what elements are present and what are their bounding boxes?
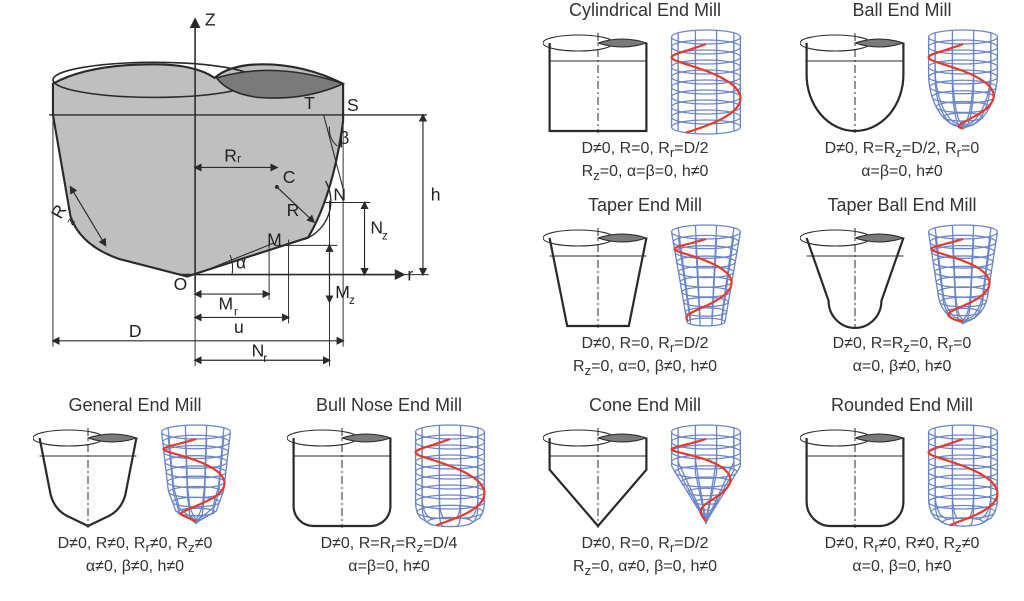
mill-figures — [10, 420, 260, 530]
label-S: S — [347, 95, 359, 115]
label-Z: Z — [205, 9, 216, 29]
mill-taper: Taper End Mill D≠0, R=0, Rr=D/2Rz=0, α=0,… — [520, 195, 770, 380]
mill-title: Ball End Mill — [780, 0, 1024, 21]
label-Mz: M — [335, 282, 350, 302]
mill-params: D≠0, R=Rz=D/2, Rr=0α=β=0, h≠0 — [780, 139, 1024, 182]
label-D: D — [129, 321, 142, 341]
main-parametric-diagram: Z r O T S C Rᵣ R N M α β R z — [6, 0, 466, 370]
label-N: N — [333, 185, 346, 205]
label-C: C — [283, 167, 296, 187]
label-beta: β — [339, 128, 349, 148]
label-Nr-sub: r — [263, 352, 267, 365]
param-line-2: α=0, β≠0, h≠0 — [780, 357, 1024, 377]
mill-ball: Ball End Mill D≠0, R=Rz=D/2, Rr=0α=β=0, h… — [780, 0, 1024, 182]
param-line-1: D≠0, R=Rr=Rz=D/4 — [264, 534, 514, 557]
param-line-1: D≠0, R=Rz=D/2, Rr=0 — [780, 139, 1024, 162]
mill-params: D≠0, Rr≠0, R≠0, Rz≠0α=0, β=0, h≠0 — [780, 534, 1024, 577]
param-line-1: D≠0, R=0, Rr=D/2 — [520, 334, 770, 357]
param-line-2: α≠0, β≠0, h≠0 — [10, 557, 260, 577]
mill-cylindrical: Cylindrical End Mill D≠0, R=0, Rr=D/2Rz=0… — [520, 0, 770, 185]
param-line-1: D≠0, R=0, Rr=D/2 — [520, 534, 770, 557]
mill-rounded: Rounded End Mill D≠0, Rr≠0, R≠0, Rz≠0α=0,… — [780, 395, 1024, 577]
mill-title: Cylindrical End Mill — [520, 0, 770, 21]
mill-figures — [520, 25, 770, 135]
label-Rr: Rᵣ — [224, 146, 241, 166]
param-line-1: D≠0, Rr≠0, R≠0, Rz≠0 — [780, 534, 1024, 557]
param-line-1: D≠0, R=0, Rr=D/2 — [520, 139, 770, 162]
label-Nz-sub: z — [382, 230, 388, 243]
mill-title: Taper End Mill — [520, 195, 770, 216]
diagram-root: Z r O T S C Rᵣ R N M α β R z — [0, 0, 1024, 601]
mill-params: D≠0, R≠0, Rr≠0, Rz≠0α≠0, β≠0, h≠0 — [10, 534, 260, 577]
param-line-1: D≠0, R=Rz=0, Rr=0 — [780, 334, 1024, 357]
mill-title: Taper Ball End Mill — [780, 195, 1024, 216]
mill-cone: Cone End Mill D≠0, R=0, Rr=D/2Rz=0, α≠0, … — [520, 395, 770, 580]
label-O: O — [174, 274, 188, 294]
mill-figures — [520, 420, 770, 530]
label-Mz-sub: z — [349, 294, 355, 307]
mill-figures — [520, 220, 770, 330]
param-line-1: D≠0, R≠0, Rr≠0, Rz≠0 — [10, 534, 260, 557]
mill-title: General End Mill — [10, 395, 260, 416]
param-line-2: α=β=0, h≠0 — [264, 557, 514, 577]
label-Mr: M — [218, 294, 233, 314]
mill-params: D≠0, R=Rr=Rz=D/4α=β=0, h≠0 — [264, 534, 514, 577]
mill-taperball: Taper Ball End Mill D≠0, R=Rz=0, Rr=0α=0,… — [780, 195, 1024, 377]
label-R: R — [287, 200, 300, 220]
mill-title: Rounded End Mill — [780, 395, 1024, 416]
mill-title: Cone End Mill — [520, 395, 770, 416]
mill-general: General End Mill D≠0, R≠0, Rr≠0, Rz≠0α≠0,… — [10, 395, 260, 577]
mill-figures — [780, 220, 1024, 330]
mill-params: D≠0, R=Rz=0, Rr=0α=0, β≠0, h≠0 — [780, 334, 1024, 377]
label-h: h — [431, 185, 441, 205]
mill-title: Bull Nose End Mill — [264, 395, 514, 416]
mill-params: D≠0, R=0, Rr=D/2Rz=0, α=β=0, h≠0 — [520, 139, 770, 185]
mill-figures — [264, 420, 514, 530]
param-line-2: Rz=0, α=β=0, h≠0 — [520, 162, 770, 185]
mill-figures — [780, 420, 1024, 530]
mill-bullnose: Bull Nose End Mill D≠0, R=Rr=Rz=D/4α=β=0,… — [264, 395, 514, 577]
param-line-2: α=0, β=0, h≠0 — [780, 557, 1024, 577]
param-line-2: Rz=0, α=0, β≠0, h≠0 — [520, 357, 770, 380]
label-T: T — [304, 93, 315, 113]
mill-params: D≠0, R=0, Rr=D/2Rz=0, α≠0, β=0, h≠0 — [520, 534, 770, 580]
label-u: u — [234, 317, 244, 337]
mill-figures — [780, 25, 1024, 135]
param-line-2: α=β=0, h≠0 — [780, 162, 1024, 182]
param-line-2: Rz=0, α≠0, β=0, h≠0 — [520, 557, 770, 580]
mill-params: D≠0, R=0, Rr=D/2Rz=0, α=0, β≠0, h≠0 — [520, 334, 770, 380]
